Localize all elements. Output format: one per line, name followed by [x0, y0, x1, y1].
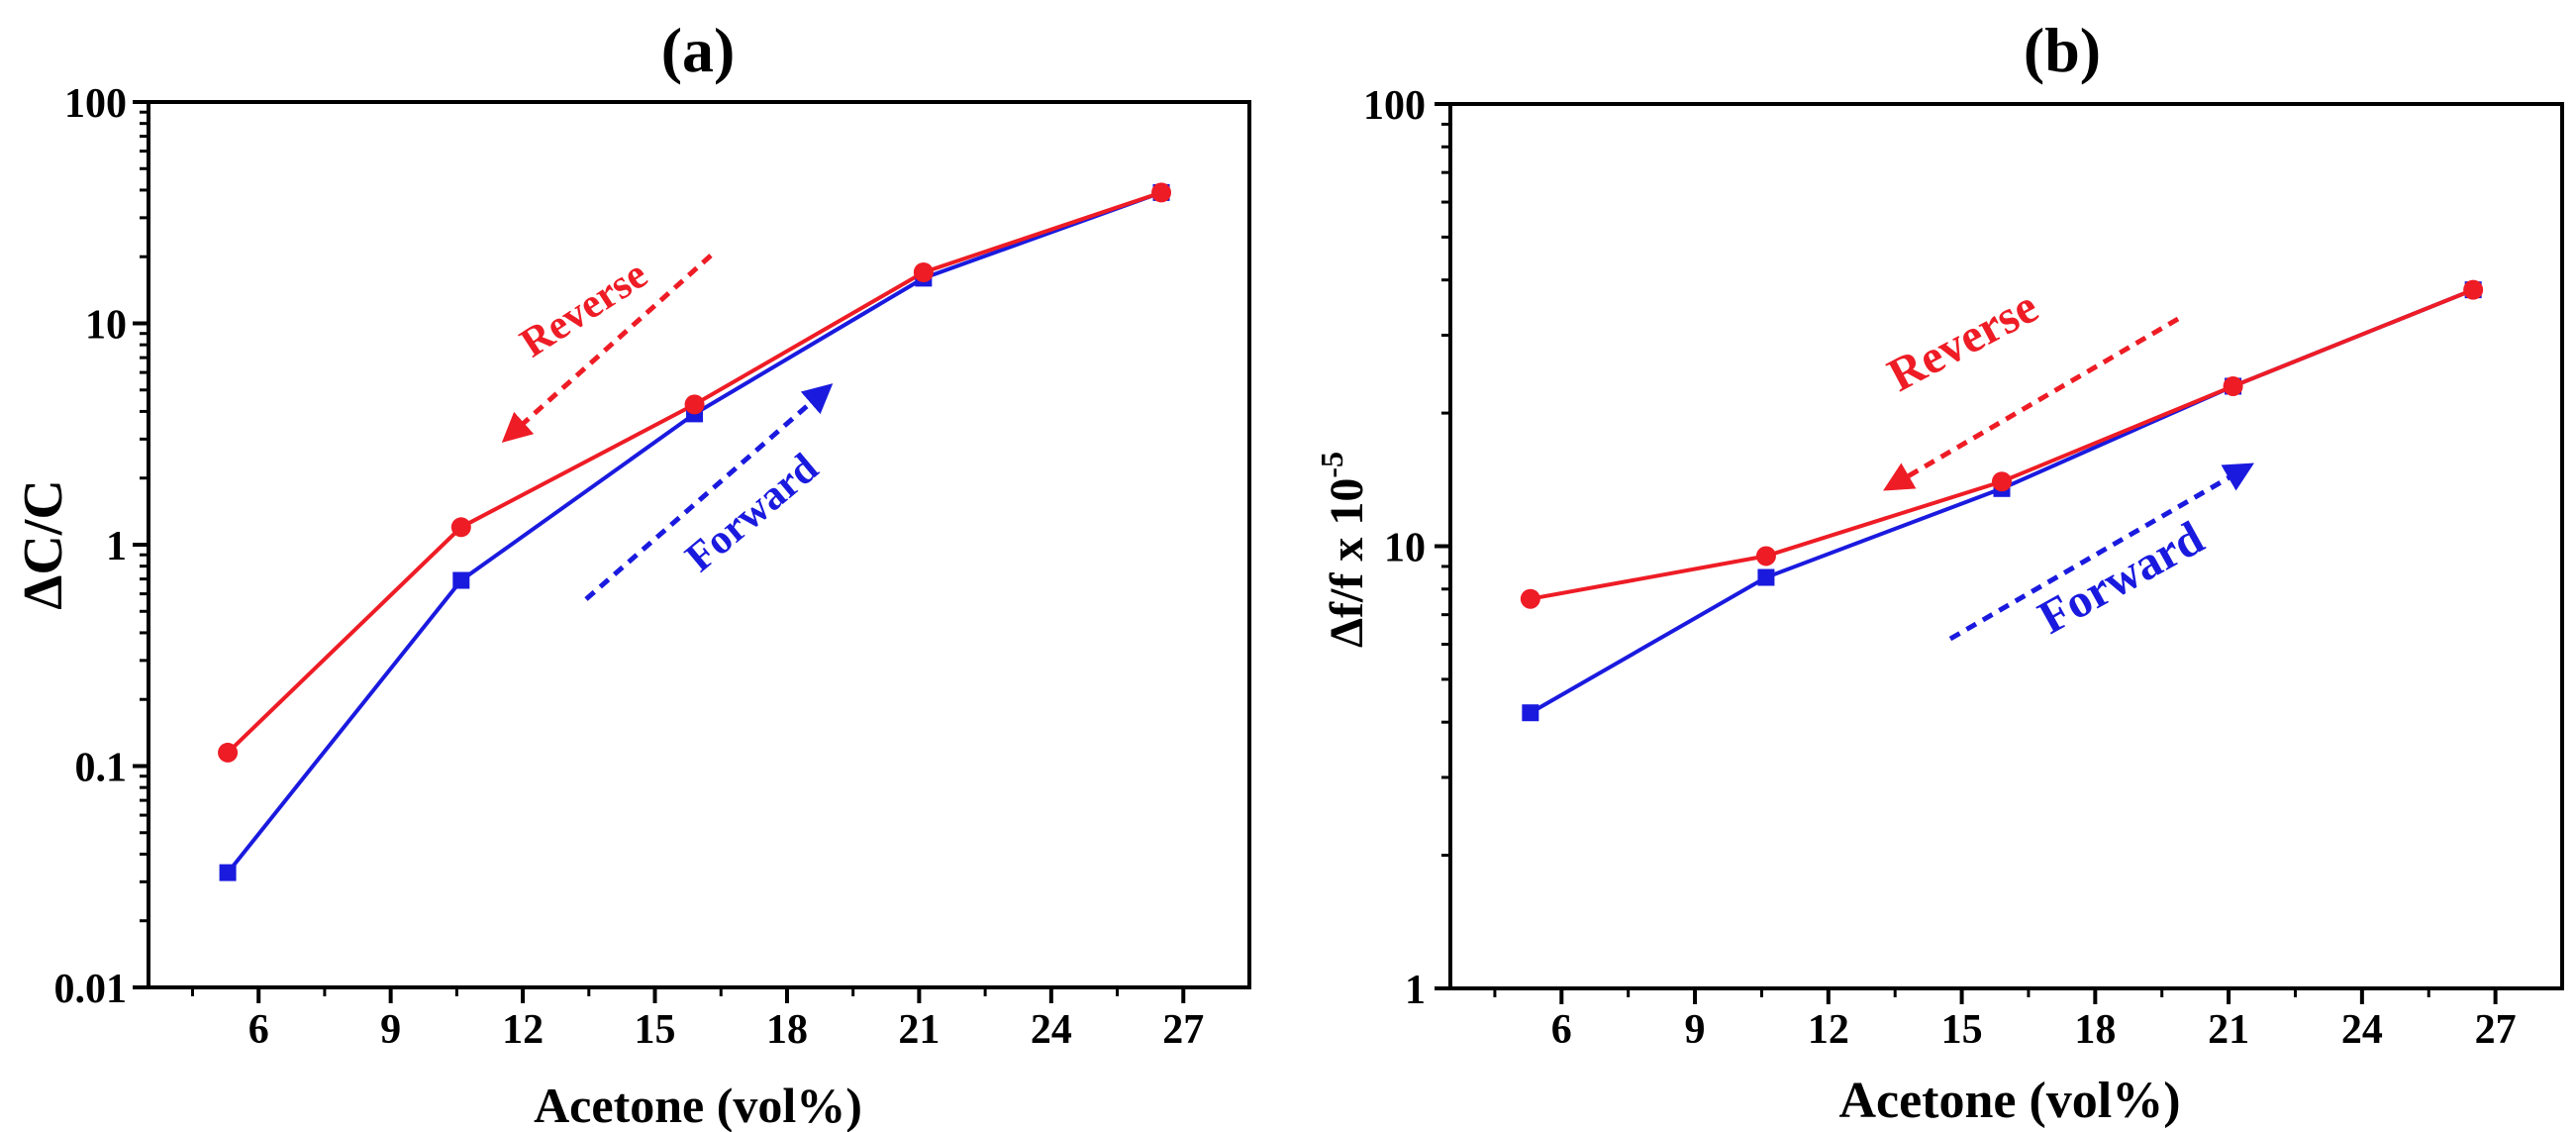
panel-b-forward-point: [1522, 704, 1539, 722]
panel-a-x-tick-label: 12: [502, 1007, 544, 1053]
panel-a-y-tick-label: 0.1: [75, 746, 128, 791]
panel-b-title: (b): [2024, 15, 2101, 85]
panel-a-x-tick-label: 18: [766, 1007, 808, 1053]
panel-b-reverse-arrow: [1883, 316, 2180, 491]
panel-a-x-tick-label: 6: [248, 1007, 269, 1053]
panel-b-y-tick-label: 100: [1363, 83, 1426, 129]
panel-a-forward-point: [452, 571, 470, 589]
panel-a-reverse-arrow: [501, 254, 713, 444]
panel-b-y-tick-label: 10: [1384, 526, 1426, 571]
panel-a-x-tick-label: 21: [898, 1007, 940, 1053]
panel-a-reverse-point: [450, 517, 471, 538]
panel-a-y-tick-label: 100: [64, 81, 127, 127]
panel-a-reverse-point: [684, 394, 705, 415]
panel-b-reverse-point: [2223, 375, 2243, 396]
panel-b-reverse-label: Reverse: [1880, 280, 2046, 402]
panel-b-y-tick-label: 1: [1405, 968, 1426, 1013]
panel-a-series: [218, 182, 1172, 881]
panel-b-y-axis-label-base: Δf/f x 10: [1321, 478, 1373, 648]
panel-b-series: [1520, 279, 2484, 722]
panel-b: (b) 6 9 12 15 18 21 24 27 1 10 100 Acetone (vol%)…: [1314, 15, 2564, 1129]
panel-a-x-tick-label: 15: [635, 1007, 676, 1053]
panel-a-x-ticks: 6 9 12 15 18 21 24 27: [190, 987, 1204, 1053]
panel-b-plot-frame: [1448, 102, 2564, 990]
panel-b-x-tick-label: 15: [1941, 1007, 1983, 1053]
panel-a-reverse-point: [218, 742, 239, 763]
panel-a: (a) 6 9 12 15 18 21 24 27 0.01 0.1 1 10 100 Acetone…: [13, 15, 1251, 1132]
panel-b-x-tick-label: 21: [2208, 1007, 2249, 1053]
panel-a-y-axis-label: ΔC/C: [13, 479, 74, 610]
panel-b-x-tick-label: 12: [1808, 1007, 1849, 1053]
panel-b-forward-point: [1757, 568, 1775, 586]
panel-a-x-tick-label: 27: [1162, 1007, 1204, 1053]
panel-b-x-ticks: 6 9 12 15 18 21 24 27: [1493, 988, 2517, 1053]
panel-b-x-tick-label: 27: [2475, 1007, 2517, 1053]
panel-b-reverse-point: [1520, 588, 1540, 609]
panel-a-y-tick-label: 0.01: [54, 967, 128, 1012]
panel-a-y-tick-label: 10: [85, 303, 127, 349]
panel-b-x-tick-label: 9: [1685, 1007, 1706, 1053]
panel-a-x-axis-label: Acetone (vol%): [534, 1078, 862, 1132]
panel-b-x-axis-label: Acetone (vol%): [1838, 1073, 2180, 1129]
panel-b-reverse-point: [1992, 471, 2013, 492]
panel-a-title: (a): [661, 15, 736, 85]
panel-a-reverse-label: Reverse: [513, 252, 655, 366]
panel-a-y-tick-label: 1: [106, 524, 127, 569]
panel-a-forward-label: Forward: [677, 445, 827, 580]
panel-a-forward-point: [219, 864, 237, 881]
panel-b-forward-line: [1529, 287, 2474, 715]
panel-a-y-ticks: 0.01 0.1 1 10 100: [54, 81, 149, 1012]
panel-b-x-tick-label: 24: [2341, 1007, 2383, 1053]
panel-a-forward-arrow: [584, 383, 834, 601]
panel-a-reverse-point: [1151, 182, 1172, 203]
panel-a-reverse-line: [226, 190, 1162, 755]
panel-b-reverse-point: [1755, 546, 1776, 566]
panel-b-x-tick-label: 18: [2074, 1007, 2116, 1053]
panel-b-reverse-point: [2463, 279, 2484, 300]
panel-b-y-axis-label-exponent: -5: [1314, 452, 1349, 478]
panel-b-y-ticks: 1 10 100: [1363, 83, 1450, 1013]
panel-a-reverse-point: [913, 261, 934, 282]
panel-b-y-axis-label: Δf/f x 10-5: [1314, 452, 1373, 648]
panel-a-x-tick-label: 24: [1031, 1007, 1072, 1053]
panel-a-x-tick-label: 9: [380, 1007, 401, 1053]
panel-b-x-tick-label: 6: [1551, 1007, 1572, 1053]
